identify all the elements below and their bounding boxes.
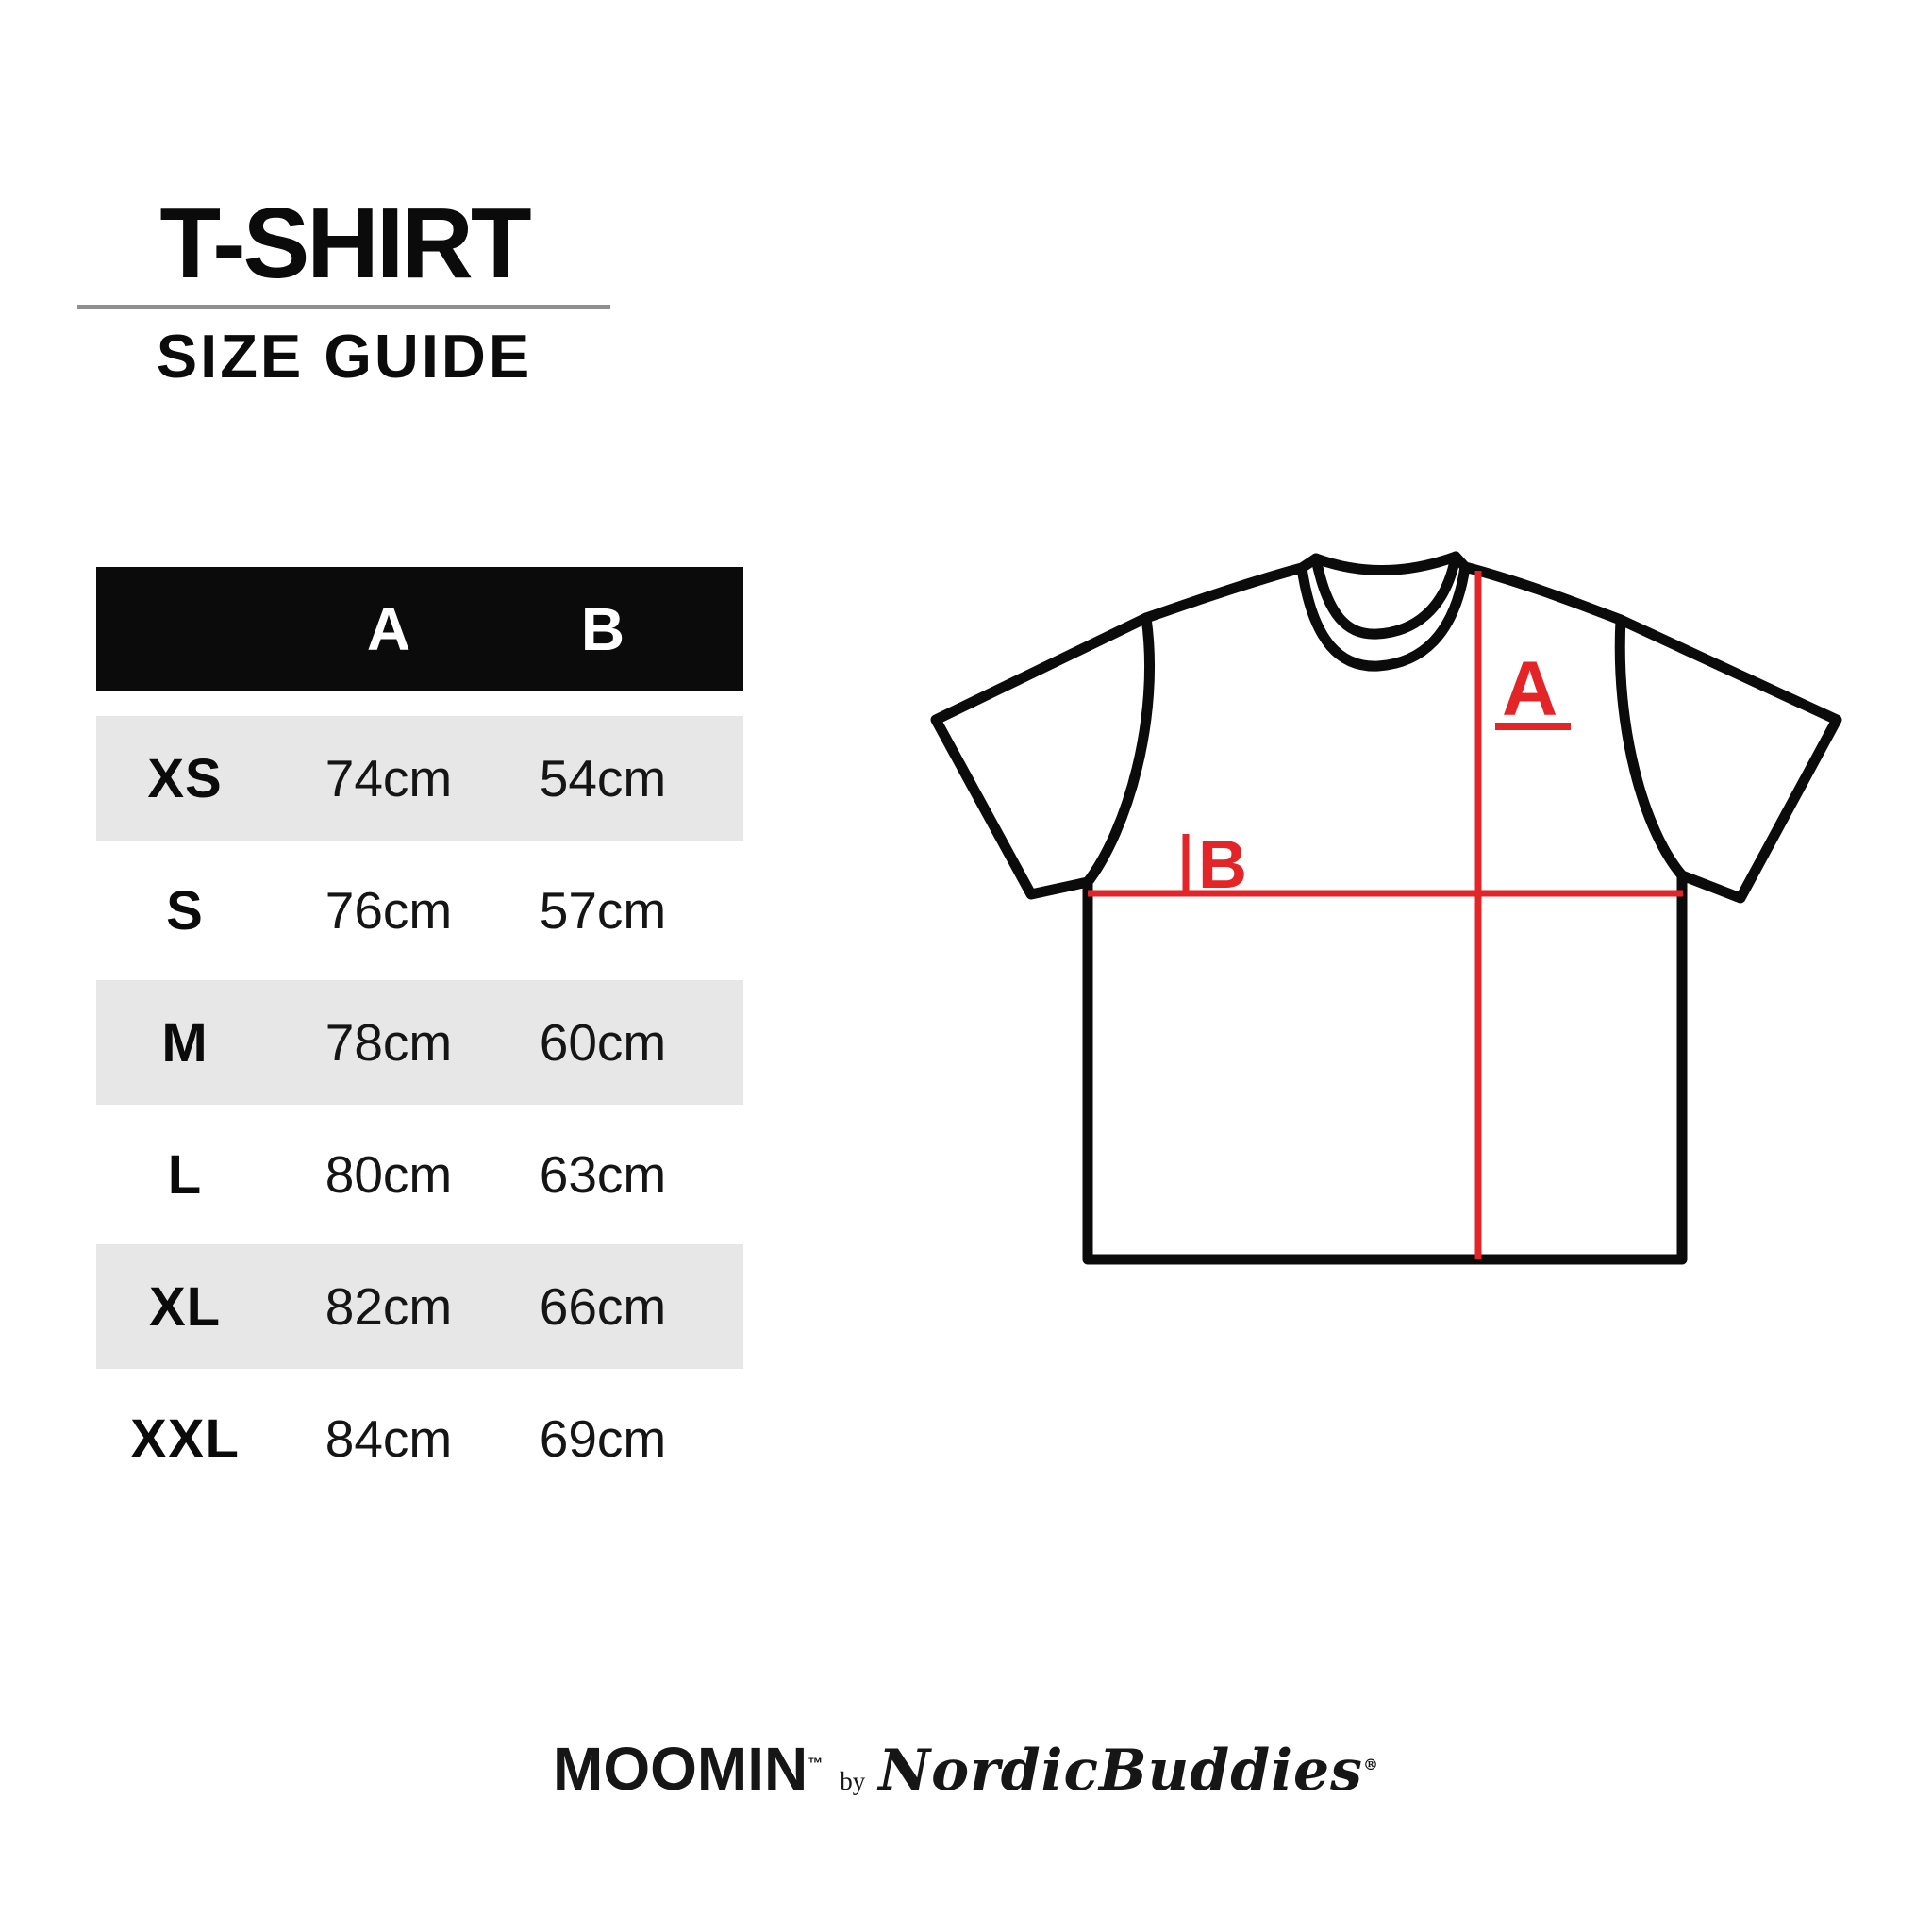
value-a: 82cm <box>325 1277 453 1336</box>
table-row-xs: XS 74cm 54cm <box>96 716 743 841</box>
trademark-mark: ™ <box>808 1756 824 1773</box>
size-label: XL <box>148 1275 222 1338</box>
value-a: 84cm <box>325 1409 453 1468</box>
label-a-underline <box>1495 723 1571 730</box>
brand-by: by <box>840 1767 866 1795</box>
value-b: 63cm <box>539 1145 667 1204</box>
page-title: T-SHIRT <box>159 188 531 299</box>
value-b: 57cm <box>539 881 667 940</box>
footer-brand: MOOMIN™ by NordicBuddies® <box>0 1734 1932 1804</box>
table-row-xl: XL 82cm 66cm <box>96 1244 743 1369</box>
value-b: 60cm <box>539 1013 667 1072</box>
measure-label-b: B <box>1198 827 1247 903</box>
collar-outer-line <box>1296 561 1471 672</box>
size-label: XXL <box>130 1407 240 1470</box>
table-body: XS 74cm 54cm S 76cm 57cm M 78cm 60cm L 8… <box>96 716 743 1501</box>
value-a: 74cm <box>325 749 453 808</box>
size-table: A B XS 74cm 54cm S 76cm 57cm M 78cm 60cm… <box>96 567 743 1501</box>
value-a: 76cm <box>325 881 453 940</box>
table-row-xxl: XXL 84cm 69cm <box>96 1376 743 1501</box>
measure-label-a: A <box>1502 646 1557 732</box>
brand-logo-moomin: MOOMIN™ <box>553 1735 824 1803</box>
collar-inner-line <box>1310 551 1461 640</box>
tshirt-outline <box>930 551 1842 1265</box>
heading-block: T-SHIRT <box>57 193 632 293</box>
value-b: 54cm <box>539 749 667 808</box>
value-a: 78cm <box>325 1013 453 1072</box>
value-a: 80cm <box>325 1145 453 1204</box>
size-label: XS <box>147 747 223 809</box>
column-header-a: A <box>366 595 411 663</box>
table-header-row: A B <box>96 567 743 691</box>
table-row-s: S 76cm 57cm <box>96 848 743 973</box>
size-label: L <box>167 1143 203 1206</box>
armhole-right-line <box>1614 614 1688 881</box>
armhole-left-line <box>1082 612 1156 888</box>
table-row-m: M 78cm 60cm <box>96 980 743 1105</box>
brand-logo-nordicbuddies: NordicBuddies® <box>878 1738 1379 1804</box>
size-label: M <box>161 1011 208 1074</box>
value-b: 66cm <box>539 1277 667 1336</box>
title-divider <box>77 305 610 309</box>
registered-mark: ® <box>1362 1756 1379 1774</box>
size-label: S <box>166 879 204 941</box>
column-header-b: B <box>580 595 625 663</box>
page-subtitle: SIZE GUIDE <box>156 322 533 391</box>
value-b: 69cm <box>539 1409 667 1468</box>
table-row-l: L 80cm 63cm <box>96 1112 743 1237</box>
